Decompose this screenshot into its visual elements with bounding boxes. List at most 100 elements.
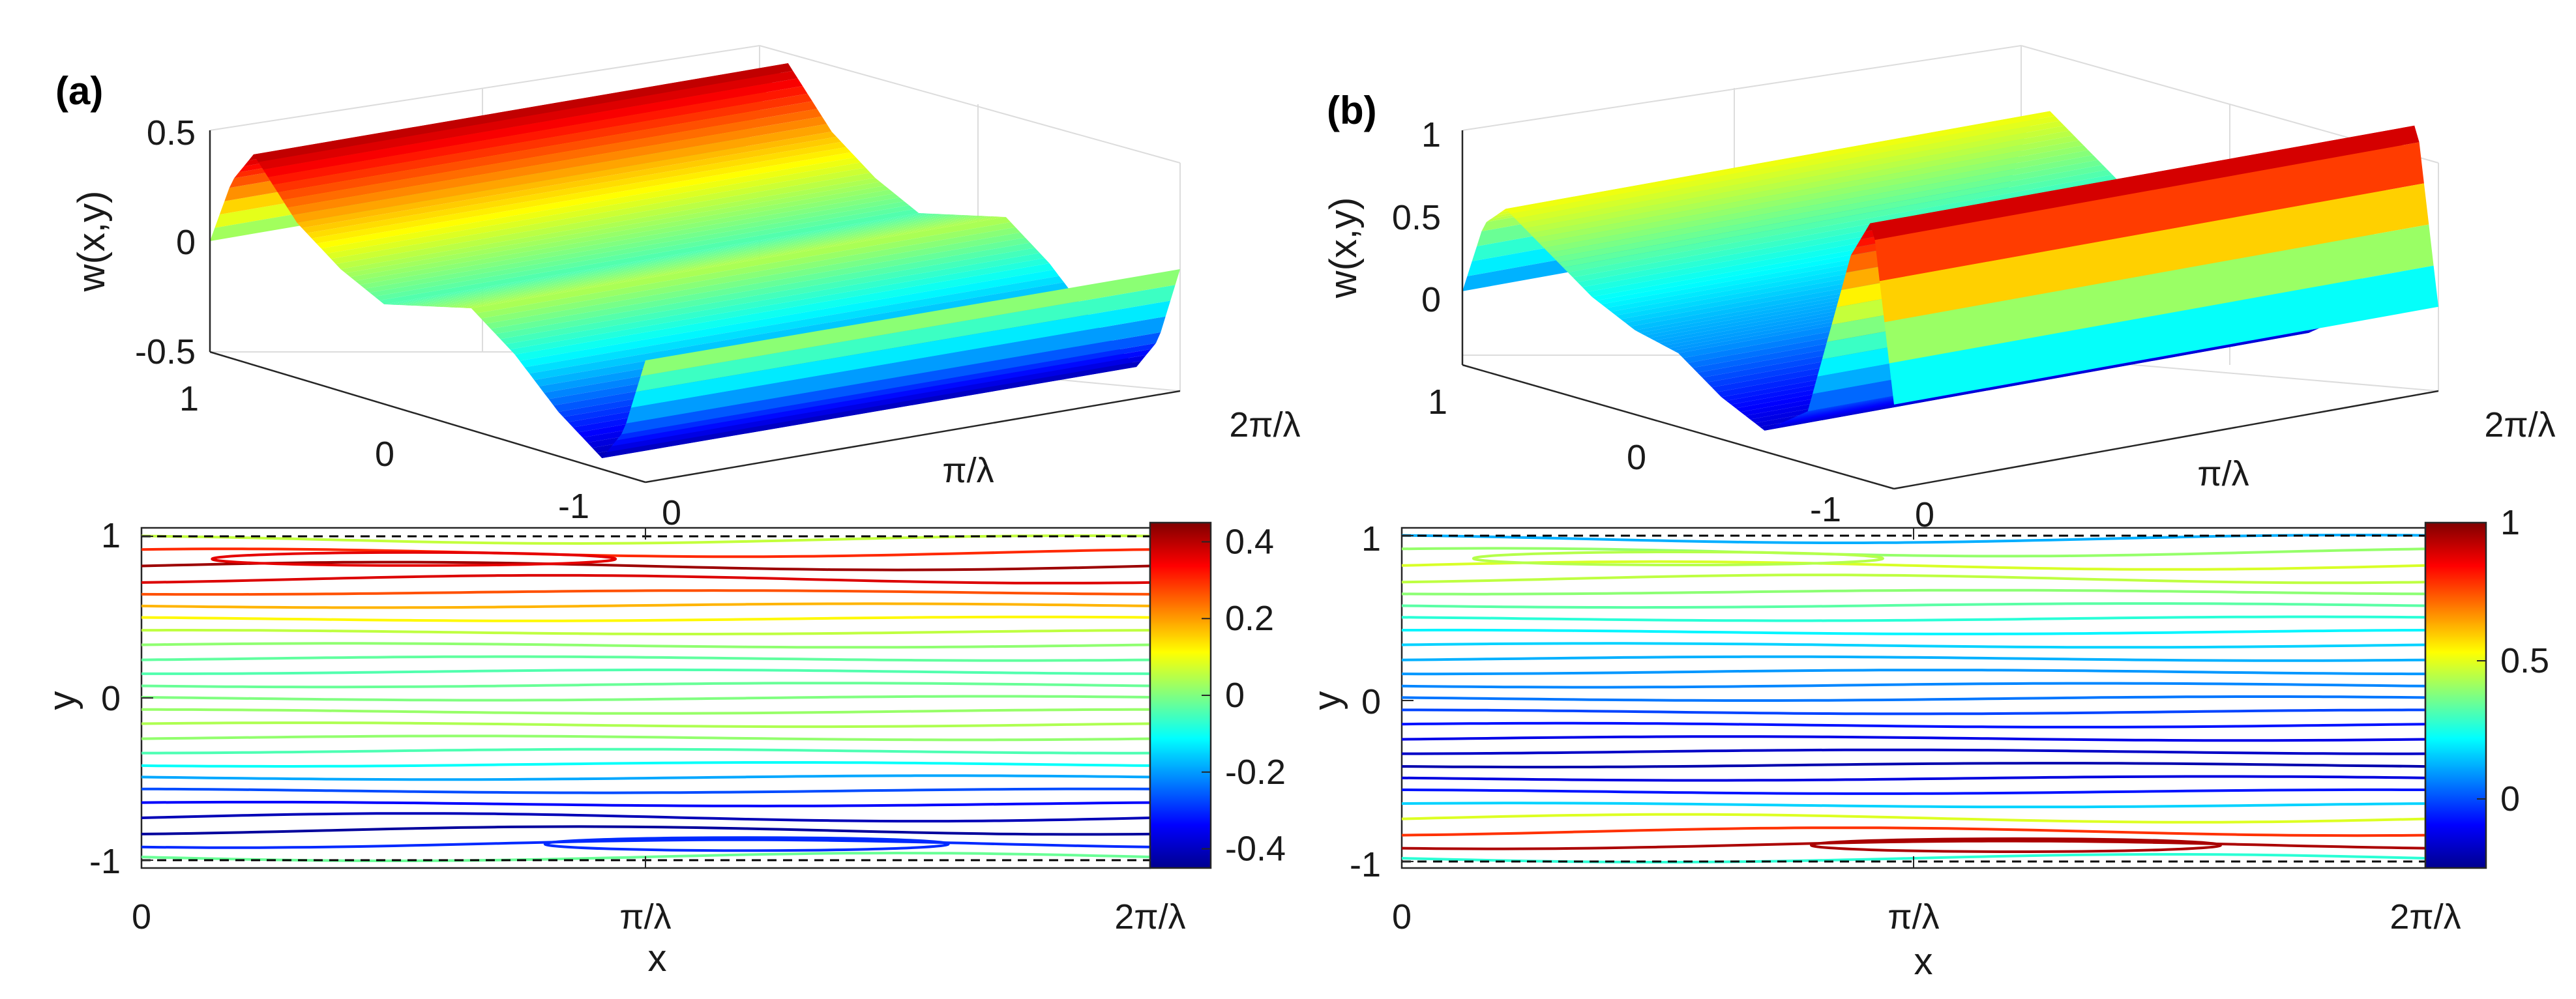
contour-line bbox=[1401, 813, 2426, 824]
surface-a-ytick-2: -1 bbox=[558, 487, 589, 526]
contour-a-ytick-1: 0 bbox=[101, 679, 121, 718]
contour-b-ytick-1: 0 bbox=[1361, 682, 1381, 721]
contour-b-xlabel: x bbox=[1914, 940, 1933, 983]
surface-strip bbox=[1515, 121, 2065, 224]
surface-strip bbox=[369, 201, 910, 297]
contour-line bbox=[141, 560, 1151, 572]
surface-strip bbox=[1530, 136, 2079, 239]
surface-a-xtick-0: 0 bbox=[662, 493, 681, 532]
surface-strip bbox=[384, 213, 924, 305]
surface-strip bbox=[350, 186, 890, 281]
surface-strip bbox=[287, 116, 827, 216]
surface-plot-a: w(x,y) 0.5 0 -0.5 1 0 -1 0 π/λ 2π/λ bbox=[70, 45, 1301, 532]
colorbar-tick-label: 0 bbox=[2500, 779, 2520, 818]
surface-strip bbox=[636, 285, 1176, 392]
contour-line bbox=[141, 629, 1151, 635]
contour-b-lines bbox=[1401, 534, 2426, 863]
contour-loop bbox=[1472, 551, 1884, 566]
surface-strip bbox=[292, 124, 832, 223]
surface-strip bbox=[1558, 165, 2108, 268]
surface-strip bbox=[471, 217, 1011, 313]
surface-a-sheet bbox=[210, 63, 1180, 458]
panel-a: (a) w(x,y) 0.5 0 -0.5 1 bbox=[41, 45, 1301, 979]
contour-line bbox=[141, 838, 1151, 849]
contour-a-xtick-0: 0 bbox=[132, 897, 151, 936]
contour-b-ylabel: y bbox=[1306, 691, 1348, 710]
colorbar-tick-label: 0.4 bbox=[1225, 522, 1274, 561]
surface-strip bbox=[1879, 183, 2429, 323]
contour-line bbox=[141, 708, 1150, 715]
surface-strip bbox=[408, 214, 948, 306]
contour-line bbox=[141, 812, 1151, 823]
contour-line bbox=[141, 589, 1151, 596]
contour-line bbox=[1401, 615, 2426, 622]
contour-loop bbox=[1810, 837, 2222, 853]
surface-strip bbox=[374, 205, 914, 300]
surface-b-ytick-2: -1 bbox=[1810, 490, 1841, 529]
surface-strip bbox=[253, 63, 793, 162]
contour-a-xlabel: x bbox=[648, 937, 667, 979]
surface-strip bbox=[520, 269, 1059, 368]
surface-b-xtick-2: 2π/λ bbox=[2484, 405, 2555, 444]
contour-line bbox=[141, 787, 1151, 794]
contour-line bbox=[141, 668, 1151, 675]
contour-line bbox=[1401, 775, 2426, 782]
surface-strip bbox=[340, 178, 880, 273]
surface-strip bbox=[268, 86, 808, 185]
contour-a-lines bbox=[141, 534, 1151, 862]
contour-a-ticks bbox=[141, 528, 646, 868]
surface-strip bbox=[316, 152, 856, 249]
contour-b-ticks bbox=[1402, 528, 1914, 868]
surface-b-ytick-1: 0 bbox=[1627, 438, 1646, 477]
surface-strip bbox=[306, 141, 846, 239]
contour-line bbox=[1401, 642, 2426, 649]
surface-b-ztick-1: 0.5 bbox=[1392, 198, 1441, 237]
contour-line bbox=[1401, 588, 2426, 596]
contour-line bbox=[1401, 802, 2426, 809]
contour-line bbox=[141, 682, 1151, 689]
contour-line bbox=[141, 774, 1151, 781]
contour-plot-b: y 1 0 -1 0 π/λ 2π/λ x 10.50 bbox=[1306, 503, 2549, 983]
surface-a-ztick-1: 0 bbox=[176, 223, 196, 262]
contour-line bbox=[141, 547, 1151, 558]
surface-a-ztick-0: 0.5 bbox=[147, 113, 196, 152]
surface-b-xtick-1: π/λ bbox=[2197, 454, 2249, 493]
contour-b-xtick-1: π/λ bbox=[1888, 897, 1939, 936]
contour-line bbox=[141, 642, 1151, 649]
contour-a-ytick-2: -1 bbox=[89, 842, 121, 881]
surface-strip bbox=[432, 215, 972, 307]
contour-plot-a: y 1 0 -1 0 π/λ 2π/λ x 0.4 0.2 0 -0.2 -0.4 bbox=[41, 516, 1286, 979]
surface-strip bbox=[630, 300, 1171, 408]
surface-strip bbox=[1874, 142, 2424, 282]
contour-line bbox=[141, 655, 1151, 662]
surface-b-axes bbox=[1461, 130, 2439, 490]
surface-strip bbox=[360, 194, 900, 289]
surface-strip bbox=[456, 216, 996, 308]
contour-line bbox=[141, 615, 1151, 622]
surface-strip bbox=[500, 248, 1040, 345]
surface-strip bbox=[1553, 160, 2103, 263]
surface-a-xtick-1: π/λ bbox=[942, 451, 994, 490]
surface-strip bbox=[422, 214, 962, 306]
surface-strip bbox=[505, 253, 1045, 350]
contour-line bbox=[1401, 826, 2426, 837]
contour-line bbox=[1401, 788, 2425, 795]
surface-strip bbox=[1505, 111, 2055, 214]
surface-strip bbox=[462, 216, 1001, 308]
colorbar-tick-label: -0.2 bbox=[1225, 753, 1286, 792]
colorbar-tick-label: 0 bbox=[1225, 676, 1245, 715]
surface-b-ytick-0: 1 bbox=[1428, 383, 1447, 422]
surface-strip bbox=[621, 332, 1161, 435]
surface-strip bbox=[277, 101, 818, 200]
surface-strip bbox=[466, 216, 1006, 308]
surface-strip bbox=[447, 216, 987, 308]
surface-strip bbox=[1764, 330, 2314, 431]
surface-strip bbox=[452, 216, 992, 308]
surface-strip bbox=[263, 78, 803, 177]
surface-a-ytick-0: 1 bbox=[179, 379, 199, 418]
surface-plot-b: w(x,y) 1 0.5 0 1 0 -1 0 π/λ 2π/λ bbox=[1322, 45, 2556, 534]
contour-line bbox=[141, 573, 1151, 585]
surface-strip bbox=[273, 93, 812, 193]
surface-strip bbox=[394, 213, 934, 305]
surface-strip bbox=[355, 190, 895, 285]
